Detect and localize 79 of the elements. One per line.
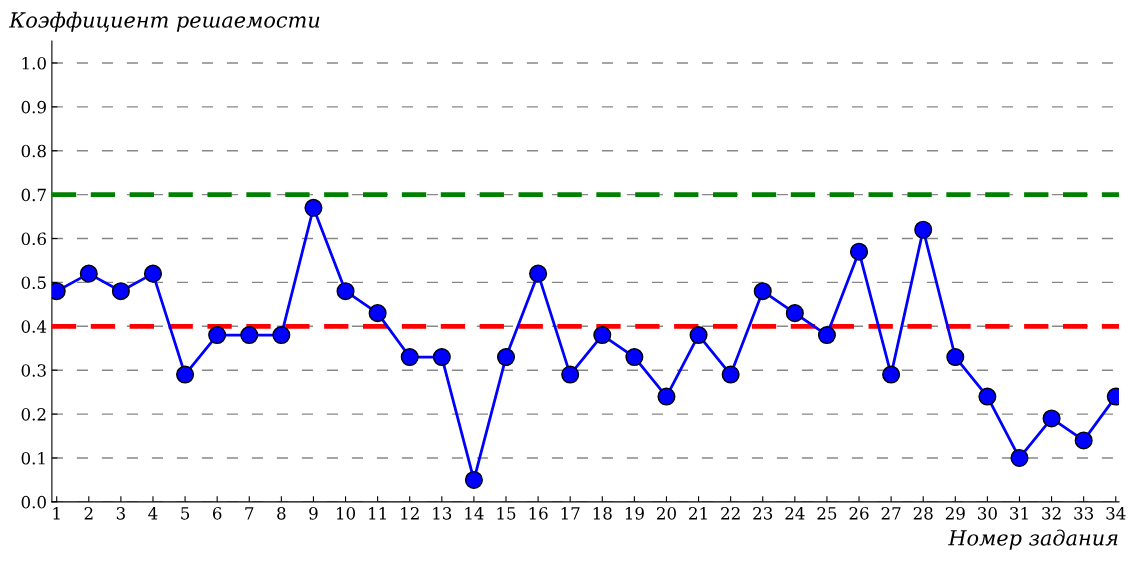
point bbox=[561, 365, 580, 384]
x-axis-title: Номер задания bbox=[948, 529, 1118, 550]
point bbox=[721, 365, 740, 384]
point bbox=[496, 348, 516, 367]
x-tick-label: 4 bbox=[148, 507, 158, 520]
point bbox=[753, 282, 772, 301]
x-tick-label: 1 bbox=[53, 507, 60, 520]
y-tick-label: 0.1 bbox=[21, 451, 45, 465]
x-tick-label: 20 bbox=[656, 507, 676, 520]
x-tick-label: 24 bbox=[785, 507, 805, 520]
x-tick-label: 26 bbox=[849, 507, 869, 520]
x-tick-label: 34 bbox=[1106, 507, 1126, 520]
point bbox=[625, 348, 644, 367]
point bbox=[400, 348, 419, 367]
x-tick-label: 21 bbox=[689, 507, 707, 520]
point bbox=[657, 387, 676, 406]
point bbox=[143, 264, 163, 283]
x-tick-label: 8 bbox=[277, 507, 286, 520]
x-tick-label: 17 bbox=[561, 507, 580, 520]
x-tick-label: 23 bbox=[753, 507, 773, 520]
point bbox=[176, 365, 195, 384]
x-tick-label: 32 bbox=[1042, 507, 1061, 520]
x-tick-label: 25 bbox=[817, 507, 837, 520]
x-tick-label: 31 bbox=[1010, 507, 1028, 520]
x-tick-label: 30 bbox=[978, 507, 997, 520]
x-tick-label: 2 bbox=[84, 507, 93, 520]
x-tick-label: 28 bbox=[913, 507, 933, 520]
x-tick-label: 13 bbox=[433, 507, 452, 520]
x-tick-label: 27 bbox=[881, 507, 901, 520]
y-tick-label: 1.0 bbox=[22, 56, 46, 70]
point bbox=[817, 326, 836, 345]
point bbox=[914, 220, 933, 239]
point bbox=[368, 304, 387, 323]
x-tick-label: 7 bbox=[245, 507, 254, 520]
x-tick-label: 29 bbox=[945, 507, 965, 520]
x-tick-label: 33 bbox=[1074, 507, 1094, 520]
y-axis-title: Коэффициент решаемости bbox=[8, 11, 320, 32]
y-tick-label: 0.0 bbox=[21, 495, 46, 509]
point bbox=[1010, 448, 1029, 468]
point bbox=[946, 348, 965, 367]
point bbox=[304, 198, 323, 217]
x-tick-label: 22 bbox=[721, 507, 740, 520]
x-tick-label: 14 bbox=[465, 507, 484, 520]
y-tick-label: 0.5 bbox=[21, 276, 46, 289]
point bbox=[593, 326, 612, 345]
x-tick-label: 16 bbox=[529, 507, 548, 520]
y-tick-label: 0.2 bbox=[21, 408, 46, 421]
x-tick-label: 15 bbox=[497, 507, 516, 520]
point bbox=[689, 326, 708, 345]
point bbox=[272, 326, 291, 345]
x-tick-label: 6 bbox=[212, 507, 222, 520]
x-tick-label: 18 bbox=[593, 507, 612, 520]
point bbox=[785, 304, 804, 323]
y-tick-label: 0.7 bbox=[21, 188, 46, 202]
point bbox=[1074, 431, 1093, 450]
point bbox=[111, 282, 130, 301]
y-tick-label: 0.8 bbox=[21, 144, 46, 158]
point bbox=[882, 365, 901, 384]
x-tick-label: 5 bbox=[181, 507, 190, 520]
x-tick-label: 10 bbox=[336, 507, 356, 520]
point bbox=[1042, 409, 1061, 428]
y-tick-label: 0.4 bbox=[21, 320, 47, 333]
x-tick-label: 11 bbox=[369, 507, 386, 520]
point bbox=[79, 264, 98, 283]
x-tick-label: 12 bbox=[401, 507, 419, 520]
point bbox=[849, 242, 869, 261]
point bbox=[978, 387, 997, 406]
point bbox=[432, 348, 451, 367]
point bbox=[464, 470, 483, 489]
point bbox=[208, 326, 227, 345]
x-tick-label: 19 bbox=[625, 507, 644, 520]
x-tick-label: 3 bbox=[116, 507, 125, 520]
point bbox=[529, 264, 548, 283]
y-tick-label: 0.3 bbox=[21, 364, 46, 377]
y-tick-label: 0.9 bbox=[21, 100, 46, 114]
y-tick-label: 0.6 bbox=[21, 232, 46, 246]
point bbox=[240, 326, 259, 345]
x-tick-label: 9 bbox=[309, 507, 318, 520]
point bbox=[336, 282, 355, 301]
